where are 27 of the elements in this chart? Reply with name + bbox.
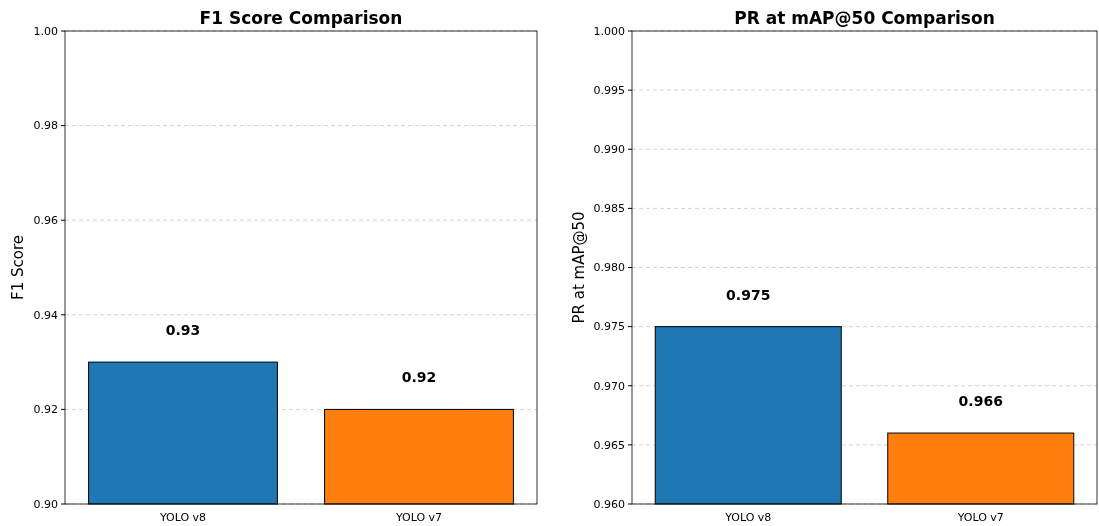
data-label: 0.975	[726, 286, 771, 303]
y-tick-label: 0.995	[593, 83, 625, 97]
y-tick-label: 0.98	[33, 119, 58, 133]
y-tick-label: 0.92	[33, 403, 58, 417]
y-tick-label: 0.965	[593, 438, 625, 452]
chart-title: F1 Score Comparison	[199, 8, 403, 28]
chart-title: PR at mAP@50 Comparison	[734, 8, 995, 28]
y-tick-label: 0.96	[33, 214, 58, 228]
y-tick-label: 0.960	[593, 497, 625, 511]
y-tick-label: 0.94	[33, 308, 58, 322]
x-tick-label: YOLO v8	[724, 511, 772, 524]
y-tick-label: 0.975	[593, 320, 625, 334]
data-label: 0.93	[165, 322, 201, 339]
y-axis-title: F1 Score	[9, 235, 27, 300]
data-label: 0.966	[958, 393, 1003, 410]
y-tick-label: 0.90	[33, 497, 58, 511]
data-label: 0.92	[401, 369, 437, 386]
y-tick-label: 0.980	[593, 261, 625, 275]
y-axis-title: PR at mAP@50	[570, 211, 588, 324]
y-tick-label: 0.990	[593, 143, 625, 157]
x-tick-label: YOLO v7	[394, 511, 443, 524]
y-tick-label: 0.985	[593, 202, 625, 216]
y-tick-label: 1.000	[593, 24, 625, 38]
x-tick-label: YOLO v7	[956, 511, 1004, 524]
y-tick-label: 1.00	[33, 24, 58, 38]
x-tick-label: YOLO v8	[158, 511, 207, 524]
y-tick-label: 0.970	[593, 379, 625, 393]
